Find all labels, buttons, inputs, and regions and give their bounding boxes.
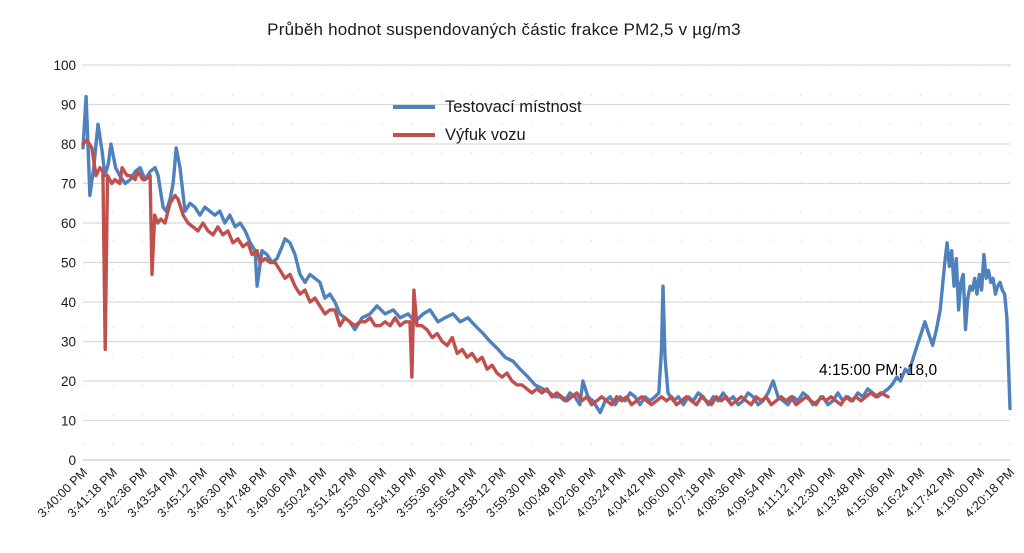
- svg-text:80: 80: [61, 137, 76, 152]
- legend-item-testovaci-mistnost: Testovací místnost: [393, 93, 582, 121]
- legend: Testovací místnost Výfuk vozu: [393, 93, 582, 149]
- svg-text:20: 20: [61, 374, 76, 389]
- svg-text:40: 40: [61, 295, 76, 310]
- svg-text:70: 70: [61, 177, 76, 192]
- legend-item-vyfuk-vozu: Výfuk vozu: [393, 121, 582, 149]
- svg-text:100: 100: [53, 58, 76, 73]
- legend-line-sample-red: [393, 133, 435, 137]
- chart-title: Průběh hodnot suspendovaných částic frak…: [267, 20, 741, 39]
- svg-text:90: 90: [61, 98, 76, 113]
- svg-text:30: 30: [61, 335, 76, 350]
- legend-label: Testovací místnost: [445, 97, 582, 116]
- svg-text:50: 50: [61, 256, 76, 271]
- svg-text:60: 60: [61, 216, 76, 231]
- svg-text:10: 10: [61, 414, 76, 429]
- legend-line-sample-blue: [393, 105, 435, 109]
- svg-text:0: 0: [68, 453, 76, 468]
- legend-label: Výfuk vozu: [445, 125, 526, 144]
- data-point-label: 4:15:00 PM; 18,0: [819, 361, 938, 379]
